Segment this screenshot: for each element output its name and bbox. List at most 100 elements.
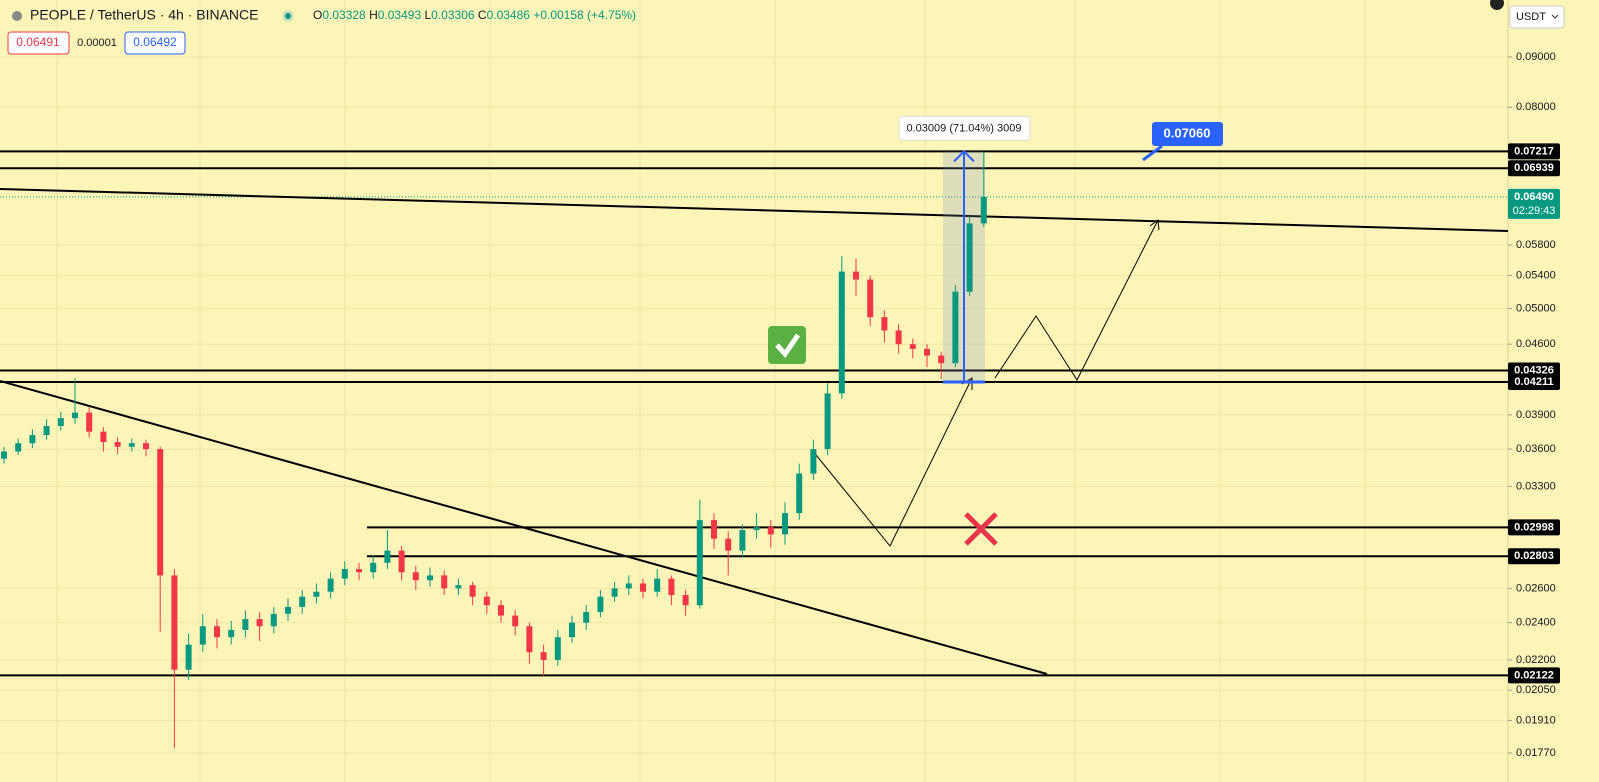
level-label: 0.04326 bbox=[1514, 364, 1554, 376]
ohlc: O0.03328 H0.03493 L0.03306 C0.03486 +0.0… bbox=[313, 8, 636, 22]
candle-body bbox=[909, 344, 916, 349]
candle-body bbox=[370, 562, 377, 573]
candle-body bbox=[483, 596, 490, 606]
candle-body bbox=[242, 619, 249, 630]
current-price-box bbox=[1508, 188, 1560, 219]
current-price-label: 0.06490 bbox=[1514, 191, 1554, 203]
candle-body bbox=[810, 449, 817, 474]
candle-body bbox=[327, 578, 334, 592]
level-label-box bbox=[1508, 667, 1560, 684]
candle-body bbox=[143, 443, 149, 450]
target-label: 0.07060 bbox=[1164, 125, 1211, 140]
measure-label-box bbox=[898, 115, 1031, 141]
sell-price[interactable]: 0.06491 bbox=[16, 35, 60, 49]
candle-body bbox=[540, 652, 547, 660]
candle-body bbox=[256, 619, 263, 627]
y-tick-label: 0.02600 bbox=[1516, 582, 1556, 594]
candle-body bbox=[711, 520, 717, 539]
candle-body bbox=[356, 569, 362, 573]
candle-body bbox=[72, 412, 78, 419]
y-tick-label: 0.04600 bbox=[1516, 338, 1556, 350]
buy-price[interactable]: 0.06492 bbox=[133, 35, 177, 49]
ohlc-value: 0.03486 bbox=[487, 8, 531, 22]
target-callout: 0.07060 bbox=[1142, 122, 1223, 162]
candle-body bbox=[171, 575, 178, 670]
candle-body bbox=[285, 606, 291, 614]
level-label-box bbox=[1508, 519, 1560, 536]
candle-body bbox=[625, 583, 632, 589]
candle-body bbox=[682, 595, 689, 606]
ohlc-key: O bbox=[313, 8, 322, 22]
candle-body bbox=[654, 578, 661, 592]
measure-arrow-head bbox=[953, 150, 975, 163]
ohlc-change: +0.00158 (+4.75%) bbox=[533, 8, 636, 22]
level-label-box bbox=[1508, 143, 1560, 160]
candle-body bbox=[498, 605, 504, 616]
level-label: 0.02803 bbox=[1514, 550, 1554, 562]
candle-body bbox=[597, 596, 604, 613]
sell-button[interactable] bbox=[7, 31, 70, 55]
candle-body bbox=[881, 317, 888, 331]
level-label: 0.04211 bbox=[1514, 376, 1553, 388]
candle-body bbox=[199, 626, 206, 645]
y-tick-label: 0.03600 bbox=[1516, 443, 1556, 455]
candle-body bbox=[441, 575, 448, 589]
buy-button[interactable] bbox=[124, 31, 186, 55]
candle-body bbox=[214, 626, 220, 638]
level-label-box bbox=[1508, 160, 1560, 177]
candle-body bbox=[86, 412, 93, 432]
candle-body bbox=[157, 449, 164, 576]
candle-body bbox=[640, 583, 646, 592]
symbol-icon bbox=[12, 11, 22, 21]
y-tick-label: 0.09000 bbox=[1516, 51, 1556, 63]
ohlc-key: L bbox=[424, 8, 431, 22]
ohlc-value: 0.03306 bbox=[431, 8, 475, 22]
candle-body bbox=[924, 348, 930, 356]
candle-body bbox=[569, 622, 575, 638]
candle-body bbox=[668, 578, 675, 596]
level-label: 0.06939 bbox=[1514, 162, 1554, 174]
check-icon bbox=[768, 326, 806, 364]
measure-tool: 0.03009 (71.04%) 3009 bbox=[898, 115, 1031, 384]
ohlc-value: 0.03328 bbox=[322, 8, 366, 22]
candle-body bbox=[824, 393, 831, 450]
level-label: 0.02998 bbox=[1514, 521, 1554, 533]
candle-body bbox=[796, 473, 803, 514]
countdown: 02:29:43 bbox=[1513, 205, 1556, 217]
candle-body bbox=[1, 451, 7, 459]
candle-body bbox=[980, 196, 987, 224]
candle-body bbox=[739, 530, 746, 551]
ohlc-value: 0.03493 bbox=[378, 8, 422, 22]
price-scale: 0.09000 0.08000 0.05800 0.05400 0.05000 0.046… bbox=[1508, 51, 1560, 759]
candle-body bbox=[100, 431, 107, 443]
y-tick-label: 0.01770 bbox=[1516, 747, 1556, 759]
candle-body bbox=[185, 644, 192, 670]
y-tick-label: 0.05800 bbox=[1516, 239, 1556, 251]
candle-body bbox=[611, 588, 618, 597]
level-label: 0.02122 bbox=[1514, 669, 1554, 681]
candle-body bbox=[313, 591, 320, 597]
grid bbox=[0, 56, 1508, 754]
y-tick-label: 0.03300 bbox=[1516, 480, 1556, 492]
trend-line bbox=[0, 188, 1509, 232]
level-label: 0.07217 bbox=[1514, 145, 1554, 157]
candle-body bbox=[782, 513, 788, 535]
currency-select[interactable] bbox=[1509, 5, 1565, 29]
candle-body bbox=[29, 435, 36, 444]
candle-body bbox=[455, 585, 462, 589]
chevron bbox=[1551, 14, 1559, 19]
candle-body bbox=[554, 637, 561, 660]
candle-body bbox=[966, 223, 973, 292]
add-button[interactable] bbox=[1490, 0, 1504, 10]
candle-body bbox=[57, 418, 64, 426]
y-tick-label: 0.02050 bbox=[1516, 684, 1556, 696]
level-label-box bbox=[1508, 374, 1560, 391]
candle-body bbox=[469, 585, 476, 597]
candle-body bbox=[696, 520, 703, 606]
symbol: PEOPLE / TetherUS · 4h · BINANCE bbox=[30, 7, 259, 23]
candle-body bbox=[341, 569, 348, 579]
candle-body bbox=[43, 425, 50, 436]
candle-body bbox=[412, 572, 419, 581]
currency[interactable]: USDT bbox=[1516, 11, 1546, 23]
